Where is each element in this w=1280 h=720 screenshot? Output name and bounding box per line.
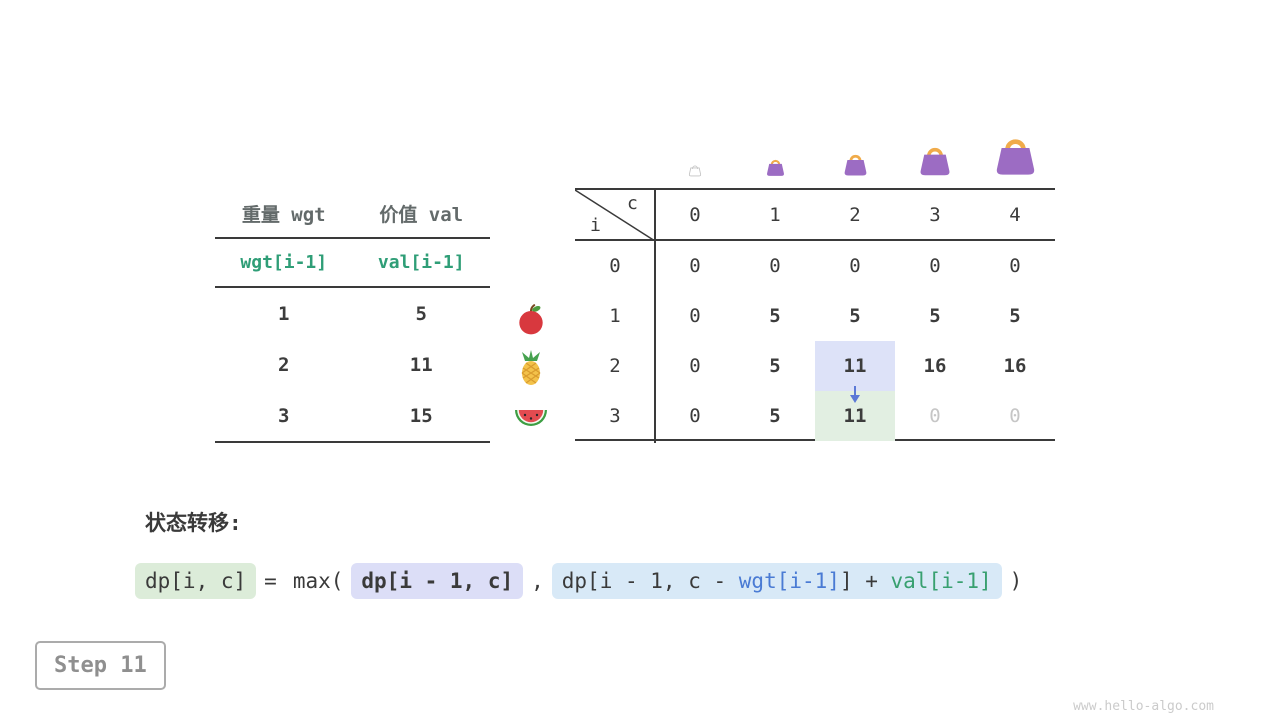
formula-close-paren: ) (1009, 569, 1023, 593)
formula-term-take: dp[i - 1, c - wgt[i-1]] + val[i-1] (551, 563, 1002, 599)
dp-col-header: 2 (849, 203, 861, 226)
dp-table-row: 3 0 5 11 0 0 (575, 391, 1055, 441)
val-subheader: val[i-1] (377, 252, 465, 273)
dp-cell: 5 (1009, 305, 1021, 327)
dp-table-header: c i 0 1 2 3 4 (575, 190, 1055, 241)
dp-row-header: 2 (609, 355, 621, 377)
transition-arrow-icon (850, 386, 860, 403)
diagonal-divider-line (575, 190, 655, 241)
dp-col-header: 0 (689, 203, 701, 226)
watermelon-icon (514, 406, 548, 440)
item-axis-label: i (590, 215, 601, 236)
dp-cell: 5 (849, 305, 861, 327)
state-transition-formula: dp[i, c] = max( dp[i - 1, c] , dp[i - 1,… (135, 560, 1030, 602)
dp-cell: 5 (929, 305, 941, 327)
dp-cell: 5 (769, 405, 781, 427)
bag-capacity-4-icon (975, 120, 1055, 182)
dp-row-header: 0 (609, 255, 621, 277)
item-value: 5 (415, 302, 427, 325)
watermark: www.hello-algo.com (1073, 699, 1214, 714)
items-table-subheader: wgt[i-1] val[i-1] (215, 239, 490, 288)
dp-cell: 0 (689, 405, 701, 427)
dp-cell: 0 (1009, 405, 1021, 427)
item-value: 15 (409, 404, 433, 427)
items-table: 重量 wgt 价值 val wgt[i-1] val[i-1] 1 5 2 11… (215, 190, 490, 443)
item-row: 2 11 (215, 339, 490, 390)
dp-cell: 0 (689, 255, 701, 277)
empty-bag-icon (655, 120, 735, 182)
dp-col-header: 3 (929, 203, 941, 226)
formula-comma: , (531, 569, 544, 593)
dp-cell: 16 (923, 355, 947, 377)
formula-wgt-token: wgt[i-1] (738, 569, 840, 593)
dp-cell: 0 (769, 255, 781, 277)
dp-table-row: 1 0 5 5 5 5 (575, 291, 1055, 341)
dp-col-header: 4 (1009, 203, 1021, 226)
dp-cell: 16 (1003, 355, 1027, 377)
dp-table-row: 0 0 0 0 0 0 (575, 241, 1055, 291)
dp-table-vertical-divider (654, 190, 656, 443)
dp-cell: 0 (929, 405, 941, 427)
formula-max-open: max( (292, 569, 344, 593)
apple-icon (514, 302, 548, 336)
formula-term-take-prefix: dp[i - 1, c - (561, 569, 739, 593)
item-weight: 3 (278, 404, 290, 427)
bag-capacity-2-icon (815, 120, 895, 182)
dp-cell: 0 (689, 355, 701, 377)
item-weight: 1 (278, 302, 290, 325)
bag-row (655, 120, 1055, 182)
items-table-body: 1 5 2 11 3 15 (215, 288, 490, 443)
dp-col-header: 1 (769, 203, 781, 226)
state-transition-label: 状态转移: (145, 511, 242, 535)
dp-corner-cell: c i (575, 190, 655, 241)
bag-capacity-3-icon (895, 120, 975, 182)
formula-term-keep: dp[i - 1, c] (351, 563, 524, 599)
wgt-subheader: wgt[i-1] (240, 252, 328, 273)
dp-table-row: 2 0 5 11 16 16 (575, 341, 1055, 391)
dp-cell: 0 (689, 305, 701, 327)
dp-cell: 5 (769, 305, 781, 327)
item-row: 1 5 (215, 288, 490, 339)
value-column-header: 价值 val (379, 204, 464, 226)
dp-cell: 5 (769, 355, 781, 377)
dp-cell-source-highlight: 11 (815, 341, 895, 391)
bag-capacity-1-icon (735, 120, 815, 182)
item-row: 3 15 (215, 390, 490, 441)
dp-cell: 0 (849, 255, 861, 277)
weight-column-header: 重量 wgt (241, 204, 326, 226)
dp-row-header: 1 (609, 305, 621, 327)
dp-cell: 0 (1009, 255, 1021, 277)
formula-term-take-mid: ] + (839, 569, 891, 593)
item-weight: 2 (278, 353, 290, 376)
dp-row-header: 3 (609, 405, 621, 427)
item-value: 11 (409, 353, 433, 376)
formula-equals: = (264, 569, 277, 593)
dp-table: c i 0 1 2 3 4 0 0 0 0 0 0 1 0 5 5 5 5 2 (575, 188, 1055, 443)
step-badge: Step 11 (35, 641, 166, 690)
items-table-header: 重量 wgt 价值 val (215, 190, 490, 239)
formula-val-token: val[i-1] (890, 569, 992, 593)
dp-cell: 0 (929, 255, 941, 277)
capacity-axis-label: c (627, 193, 638, 214)
formula-lhs: dp[i, c] (135, 563, 257, 599)
pineapple-icon (514, 350, 548, 385)
